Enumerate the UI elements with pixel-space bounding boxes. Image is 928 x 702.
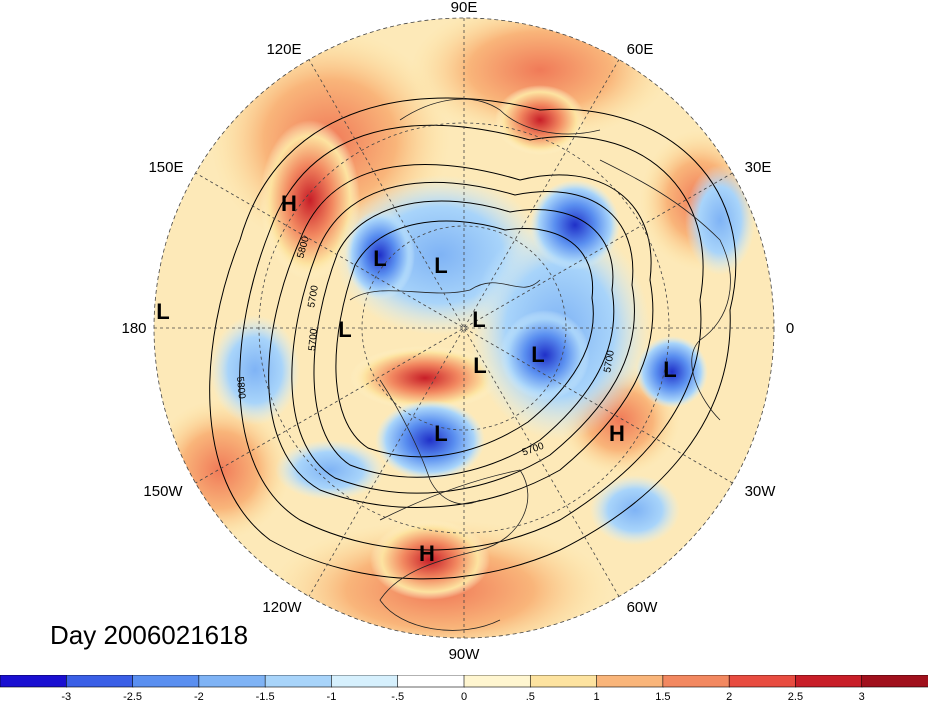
contour-label: 5700	[307, 328, 320, 352]
map-title: Day 2006021618	[50, 620, 249, 650]
lon-label-150e: 150E	[148, 159, 183, 176]
lon-label-150w: 150W	[143, 483, 183, 500]
colorbar-tick-label: 2.5	[788, 691, 803, 702]
pressure-center-low: L	[531, 342, 544, 367]
colorbar-swatch	[795, 675, 863, 688]
lon-label-180: 180	[121, 320, 146, 337]
colorbar-swatch	[397, 675, 465, 688]
colorbar-swatch	[132, 675, 200, 688]
colorbar-swatch	[264, 675, 333, 688]
pressure-center-low: L	[434, 421, 447, 446]
colorbar-tick-label: 1	[594, 691, 600, 702]
pressure-center-high: H	[281, 191, 297, 216]
coastlines	[349, 98, 731, 631]
pressure-center-low: L	[373, 246, 386, 271]
lon-label-60w: 60W	[627, 599, 659, 616]
colorbar-swatch	[331, 675, 399, 688]
colorbar-swatch	[65, 675, 134, 688]
contour-label: 5700	[602, 349, 617, 373]
colorbar-tick-label: 2	[726, 691, 732, 702]
pressure-center-low: L	[473, 353, 486, 378]
lon-label-30e: 30E	[745, 159, 772, 176]
colorbar-tick-label: -3	[61, 691, 71, 702]
lon-label-90e: 90E	[451, 0, 478, 16]
height-contours	[209, 97, 737, 580]
colorbar-tick-label: 1.5	[655, 691, 670, 702]
pressure-center-high: H	[609, 421, 625, 446]
pressure-center-low: L	[663, 357, 676, 382]
pressure-center-low: L	[156, 299, 169, 324]
contour-label: 5700	[306, 284, 321, 308]
colorbar-tick-label: -1	[327, 691, 337, 702]
colorbar-ticks: -3 -2.5 -2 -1.5 -1 -.5 0 .5 1 1.5 2 2.5 3	[61, 691, 864, 702]
colorbar-swatch	[662, 675, 730, 688]
hemisphere-map: 90E 60E 30E 0 30W 60W 90W 120W 150W 180 …	[121, 0, 794, 663]
colorbar-tick-label: -1.5	[256, 691, 275, 702]
pressure-centers: H L L L L L L L L L H H	[156, 191, 676, 566]
colorbar-tick-label: -.5	[391, 691, 404, 702]
pressure-center-low: L	[434, 253, 447, 278]
graticule	[153, 17, 775, 639]
colorbar-swatch	[198, 675, 266, 688]
colorbar-swatch	[728, 675, 797, 688]
colorbar: -3 -2.5 -2 -1.5 -1 -.5 0 .5 1 1.5 2 2.5 3	[0, 675, 928, 702]
colorbar-swatch	[529, 675, 598, 688]
colorbar-tick-label: .5	[526, 691, 535, 702]
colorbar-tick-label: -2	[194, 691, 204, 702]
lon-label-30w: 30W	[745, 483, 777, 500]
colorbar-swatch	[861, 675, 928, 688]
colorbar-swatch	[463, 675, 532, 688]
lon-label-90w: 90W	[449, 646, 481, 663]
colorbar-tick-label: 3	[859, 691, 865, 702]
pressure-center-high: H	[419, 541, 435, 566]
lon-label-120e: 120E	[266, 41, 301, 58]
colorbar-tick-label: 0	[461, 691, 467, 702]
contour-label: 5800	[234, 376, 247, 400]
longitude-labels: 90E 60E 30E 0 30W 60W 90W 120W 150W 180 …	[121, 0, 794, 663]
lon-label-120w: 120W	[262, 599, 302, 616]
lon-label-0: 0	[786, 320, 794, 337]
colorbar-tick-label: -2.5	[123, 691, 142, 702]
colorbar-swatch	[0, 675, 68, 688]
lon-label-60e: 60E	[627, 41, 654, 58]
pressure-center-low: L	[338, 317, 351, 342]
colorbar-swatch	[596, 675, 664, 688]
pressure-center-low: L	[472, 307, 485, 332]
colorbar-swatches	[0, 675, 928, 688]
